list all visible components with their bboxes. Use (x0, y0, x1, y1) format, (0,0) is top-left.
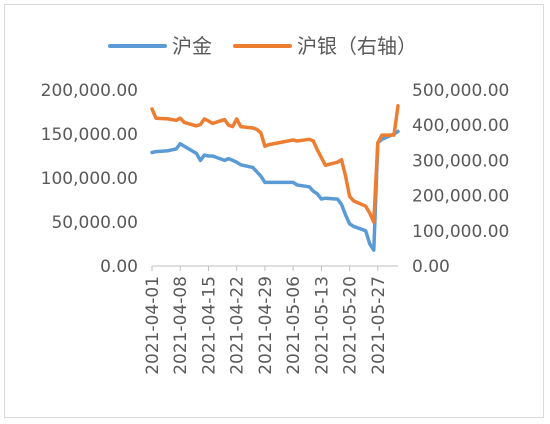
series-line-silver (150, 104, 400, 224)
left-tick-label: 50,000.00 (51, 213, 138, 233)
x-tick-label: 2021-04-08 (171, 276, 191, 375)
x-axis: 2021-04-01 2021-04-08 2021-04-15 2021-04-22… (143, 265, 398, 375)
right-tick-label: 200,000.00 (412, 187, 509, 207)
legend-label-gold: 沪金 (172, 34, 212, 58)
x-tick-label: 2021-05-13 (312, 276, 332, 375)
x-tick-label: 2021-04-29 (256, 276, 276, 375)
left-tick-label: 200,000.00 (41, 81, 138, 101)
right-tick-label: 500,000.00 (412, 81, 509, 101)
left-tick-label: 150,000.00 (41, 125, 138, 145)
left-tick-label: 0.00 (100, 257, 138, 277)
right-tick-label: 100,000.00 (412, 222, 509, 242)
chart-frame (4, 4, 544, 418)
right-tick-label: 400,000.00 (412, 116, 509, 136)
series-line-gold (150, 129, 400, 252)
legend: 沪金 沪银（右轴） (108, 34, 417, 58)
legend-label-silver: 沪银（右轴） (297, 34, 417, 58)
x-tick-label: 2021-04-01 (143, 276, 163, 375)
x-tick-label: 2021-04-22 (228, 276, 248, 375)
x-tick-label: 2021-04-15 (199, 276, 219, 375)
left-tick-label: 100,000.00 (41, 169, 138, 189)
right-tick-label: 300,000.00 (412, 151, 509, 171)
x-tick-label: 2021-05-06 (284, 276, 304, 375)
right-tick-label: 0.00 (412, 257, 450, 277)
left-axis-ticks: 0.00 50,000.00 100,000.00 150,000.00 200,000… (41, 81, 138, 277)
x-tick-label: 2021-05-20 (341, 276, 361, 375)
right-axis-ticks: 0.00 100,000.00 200,000.00 300,000.00 400,00… (412, 81, 509, 277)
series-lines (150, 104, 400, 252)
x-tick-label: 2021-05-27 (369, 276, 389, 375)
